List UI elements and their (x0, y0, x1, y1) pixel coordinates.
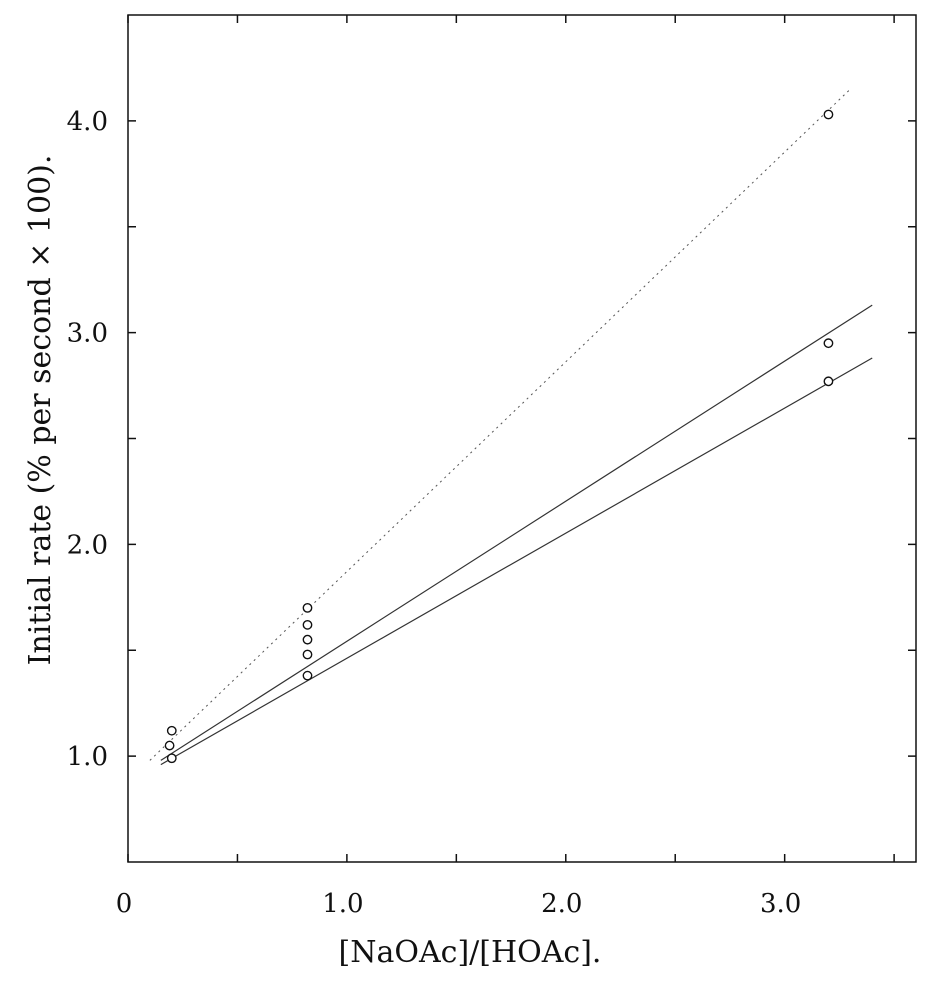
data-point (164, 740, 175, 751)
x-tick-label: 0 (116, 889, 133, 919)
x-tick-label: 3.0 (760, 889, 801, 919)
fit-line-1 (149, 88, 851, 761)
fit-lines (149, 88, 873, 766)
y-tick-label: 4.0 (67, 107, 108, 137)
fit-line-2 (160, 304, 873, 761)
y-tick-label: 2.0 (67, 530, 108, 560)
data-point (302, 603, 313, 613)
y-tick-label: 1.0 (67, 742, 108, 772)
axis-ticks (127, 15, 916, 862)
plot-frame (127, 14, 917, 863)
x-axis-label: [NaOAc]/[HOAc]. (339, 935, 602, 970)
data-point (302, 649, 313, 660)
tick-labels: 0 1.0 2.0 3.0 1.0 2.0 3.0 4.0 (67, 107, 802, 919)
y-axis-label: Initial rate (% per second × 100). (23, 155, 58, 666)
data-points (164, 109, 834, 764)
x-tick-label: 2.0 (541, 889, 582, 919)
data-point (302, 634, 313, 645)
y-tick-label: 3.0 (67, 319, 108, 349)
x-tick-label: 1.0 (322, 889, 363, 919)
data-point (823, 338, 834, 349)
fit-line-3 (160, 357, 873, 766)
data-point (302, 619, 313, 630)
data-point (823, 376, 834, 387)
data-point (166, 753, 177, 764)
data-point (823, 109, 834, 120)
data-point (166, 725, 177, 736)
data-point (302, 670, 313, 681)
